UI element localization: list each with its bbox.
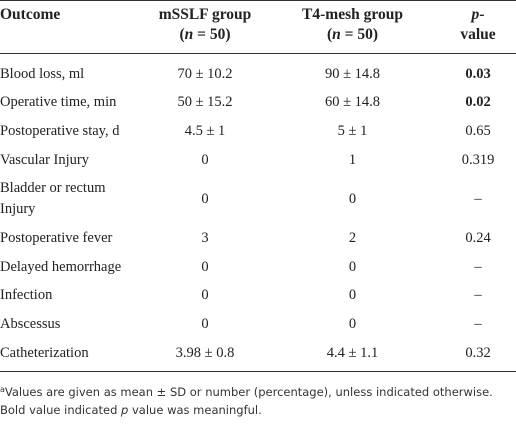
table-cell: 0	[348, 315, 357, 332]
table-cell: 0	[201, 315, 209, 332]
header-text: (	[326, 26, 333, 43]
table-row: Abscessus 0 0 –	[0, 310, 516, 339]
table-cell: 0	[201, 190, 209, 207]
table-cell: 0	[201, 287, 209, 304]
table-cell: 4.5 ± 1	[184, 122, 226, 139]
header-text: (	[179, 26, 185, 43]
header-cell: p- value	[440, 0, 516, 54]
table-body: Blood loss, ml 70 ± 10.2 90 ± 14.8 0.03 Oper…	[0, 54, 516, 373]
table-cell: 4.4 ± 1.1	[265, 338, 440, 373]
table-cell: 70 ± 10.2	[177, 65, 233, 82]
table-cell: Bladder or rectum Injury	[0, 180, 106, 218]
header-cell: Outcome	[0, 0, 145, 54]
table-cell: –	[474, 315, 482, 332]
table-cell: –	[474, 190, 482, 207]
footnote-text: Values are given as mean ± SD or number …	[0, 385, 493, 417]
table-cell: 60 ± 14.8	[324, 94, 381, 111]
table-cell: –	[474, 287, 482, 304]
header-text: n	[184, 26, 194, 43]
table-cell: 0	[201, 258, 209, 275]
table-row: Operative time, min 50 ± 15.2 60 ± 14.8 0.0…	[0, 89, 516, 118]
table-cell: 90 ± 14.8	[324, 65, 381, 82]
header-text: = 50)	[340, 26, 379, 43]
header-cell: T4-mesh group (n = 50)	[265, 0, 440, 54]
table-row: Bladder or rectum Injury 0 0 –	[0, 174, 516, 224]
table-row: Delayed hemorrhage 0 0 –	[0, 253, 516, 282]
footnote-text: value was meaningful.	[128, 403, 262, 417]
header-text: n	[332, 26, 341, 43]
table-cell: 1	[348, 151, 357, 168]
table-cell: Abscessus	[0, 315, 61, 332]
table-cell: 3	[201, 230, 209, 247]
table-row: Postoperative stay, d 4.5 ± 1 5 ± 1 0.65	[0, 117, 516, 146]
table-cell: 5 ± 1	[337, 122, 368, 139]
table-header: Outcome mSSLF group (n = 50) T4-mesh group(…	[0, 0, 516, 54]
table-row: Postoperative fever 3 2 0.24	[0, 224, 516, 253]
table-cell: 0.32	[440, 338, 516, 373]
table-cell: 0	[201, 151, 209, 168]
header-text: -	[479, 6, 485, 23]
table-cell: 0	[348, 190, 357, 207]
table-cell: 0.319	[461, 151, 495, 168]
header-text: Outcome	[0, 6, 61, 23]
table-cell: 0	[348, 287, 357, 304]
footnote-marker: a	[0, 385, 5, 394]
header-text: mSSLF group	[158, 6, 252, 23]
footnote-text: p	[121, 403, 129, 417]
table-cell: 0.03	[465, 65, 491, 82]
header-text: T4-mesh group	[302, 6, 403, 23]
table-cell: Delayed hemorrhage	[0, 258, 122, 275]
table-cell: 50 ± 15.2	[177, 94, 233, 111]
table-cell: 0.65	[465, 122, 491, 139]
table-cell: Postoperative stay, d	[0, 122, 120, 139]
header-row: Outcome mSSLF group (n = 50) T4-mesh group(…	[0, 0, 516, 54]
table-cell: Operative time, min	[0, 94, 117, 111]
table-cell: 2	[348, 230, 357, 247]
header-cell: mSSLF group (n = 50)	[145, 0, 265, 54]
table-row: Blood loss, ml 70 ± 10.2 90 ± 14.8 0.03	[0, 54, 516, 89]
table-cell: Blood loss, ml	[0, 65, 85, 82]
table-cell: Infection	[0, 287, 53, 304]
table-cell: Catheterization	[0, 338, 145, 373]
footnote: aValues are given as mean ± SD or number…	[0, 381, 512, 419]
table-row: Infection 0 0 –	[0, 282, 516, 311]
table-cell: 3.98 ± 0.8	[145, 338, 265, 373]
header-text: = 50)	[193, 26, 231, 43]
header-text: value	[460, 26, 496, 43]
table-cell: 0.02	[465, 94, 491, 111]
table-cell: Vascular Injury	[0, 151, 89, 168]
table-cell: Postoperative fever	[0, 230, 113, 247]
table-cell: 0	[348, 258, 357, 275]
table-cell: 0.24	[465, 230, 491, 247]
table-row: Catheterization 3.98 ± 0.8 4.4 ± 1.1 0.32	[0, 338, 516, 373]
outcomes-table: Outcome mSSLF group (n = 50) T4-mesh group(…	[0, 0, 516, 373]
table-row: Vascular Injury 0 1 0.319	[0, 146, 516, 175]
header-text: p	[471, 6, 480, 23]
table-cell: –	[474, 258, 482, 275]
